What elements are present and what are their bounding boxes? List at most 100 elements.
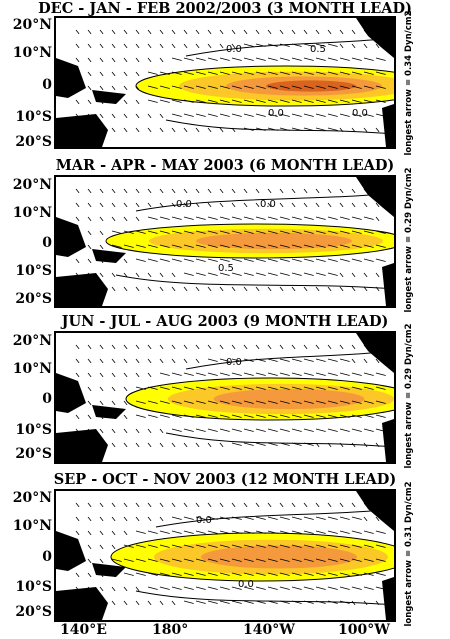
wind-arrow xyxy=(339,71,350,75)
wind-arrow xyxy=(255,258,266,262)
wind-arrow xyxy=(135,358,140,364)
wind-arrow xyxy=(171,71,182,75)
wind-arrow xyxy=(351,544,362,548)
wind-arrow xyxy=(243,71,254,75)
wind-arrow xyxy=(375,85,386,89)
wind-arrow xyxy=(183,127,188,133)
wind-arrow xyxy=(303,57,314,61)
wind-arrow xyxy=(315,414,326,418)
wind-arrow xyxy=(111,272,116,278)
wind-arrow xyxy=(219,188,224,194)
wind-arrow xyxy=(291,244,302,248)
lon-label-140w: 140°W xyxy=(243,622,295,638)
wind-arrow xyxy=(231,286,236,292)
wind-arrow xyxy=(291,188,296,194)
wind-arrow xyxy=(339,29,344,35)
wind-arrow xyxy=(303,558,314,562)
contour-line xyxy=(185,37,394,57)
wind-arrow xyxy=(135,272,140,278)
wind-arrow xyxy=(195,558,206,562)
wind-arrow xyxy=(135,258,146,262)
wind-arrow xyxy=(99,85,104,91)
wind-arrow xyxy=(99,358,104,364)
wind-arrow xyxy=(363,43,368,49)
wind-arrow xyxy=(159,99,170,103)
wind-arrow xyxy=(243,85,254,89)
wind-arrow xyxy=(279,85,290,89)
panel-4-lat-10n: 10°N xyxy=(12,518,52,534)
wind-arrow xyxy=(207,372,218,376)
wind-arrow xyxy=(339,202,344,208)
wind-arrow xyxy=(315,558,326,562)
contour-line xyxy=(115,274,394,290)
wind-arrow xyxy=(219,127,224,133)
wind-arrow xyxy=(243,43,254,47)
wind-arrow xyxy=(111,372,116,378)
wind-arrow xyxy=(291,57,302,61)
wind-arrow xyxy=(279,43,290,47)
wind-arrow xyxy=(279,558,290,562)
wind-arrow xyxy=(183,358,188,364)
wind-arrow xyxy=(183,99,194,103)
wind-arrow xyxy=(207,516,218,520)
wind-arrow xyxy=(243,244,254,248)
wind-arrow xyxy=(231,244,242,248)
wind-arrow xyxy=(315,244,326,248)
wind-arrow xyxy=(147,188,152,194)
wind-arrow xyxy=(339,386,350,390)
wind-arrow xyxy=(147,544,158,548)
wind-arrow xyxy=(339,442,344,448)
wind-arrow xyxy=(183,572,194,576)
wind-arrow xyxy=(183,85,194,89)
wind-arrow xyxy=(243,386,254,390)
wind-arrow xyxy=(375,230,386,234)
wind-arrow xyxy=(195,400,206,404)
wind-arrow xyxy=(243,600,254,604)
wind-arrow xyxy=(207,244,218,248)
wind-arrow xyxy=(243,428,254,432)
wind-arrow xyxy=(327,586,338,590)
wind-arrow xyxy=(87,85,92,91)
wind-arrow xyxy=(195,572,206,576)
panel-2-lat-20n: 20°N xyxy=(12,177,52,193)
wind-arrow xyxy=(171,216,182,220)
wind-arrow xyxy=(159,29,164,35)
wind-arrow xyxy=(147,530,158,534)
wind-arrow xyxy=(135,113,140,119)
land-new-guinea xyxy=(92,90,126,104)
wind-arrow xyxy=(327,127,338,131)
wind-arrow xyxy=(171,572,182,576)
wind-arrow xyxy=(219,544,230,548)
wind-arrow xyxy=(207,230,218,234)
wind-arrow xyxy=(279,244,290,248)
wind-arrow xyxy=(279,516,290,520)
wind-arrow xyxy=(219,286,224,292)
wind-arrow xyxy=(375,71,386,75)
wind-arrow xyxy=(231,113,242,117)
wind-arrow xyxy=(231,502,236,508)
land-new-guinea xyxy=(92,563,126,577)
wind-arrow xyxy=(111,530,116,536)
wind-arrow xyxy=(183,558,194,562)
wind-arrow xyxy=(111,29,116,35)
wind-arrow xyxy=(159,502,164,508)
wind-arrow xyxy=(123,414,128,420)
wind-arrow xyxy=(339,85,350,89)
anomaly-region-high xyxy=(201,545,357,569)
wind-arrow xyxy=(267,230,278,234)
wind-arrow xyxy=(351,202,356,208)
wind-arrow xyxy=(363,272,368,278)
wind-arrow xyxy=(363,127,368,133)
wind-arrow xyxy=(75,372,80,378)
wind-arrow xyxy=(219,202,224,208)
wind-arrow xyxy=(243,57,254,61)
panel-4-lat-20n: 20°N xyxy=(12,490,52,506)
wind-arrow xyxy=(231,43,236,49)
wind-arrow xyxy=(375,400,386,404)
wind-arrow xyxy=(195,43,200,49)
wind-arrow xyxy=(171,29,176,35)
wind-arrow xyxy=(255,586,266,590)
wind-arrow xyxy=(135,428,140,434)
wind-arrow xyxy=(303,188,308,194)
wind-arrow xyxy=(243,502,248,508)
